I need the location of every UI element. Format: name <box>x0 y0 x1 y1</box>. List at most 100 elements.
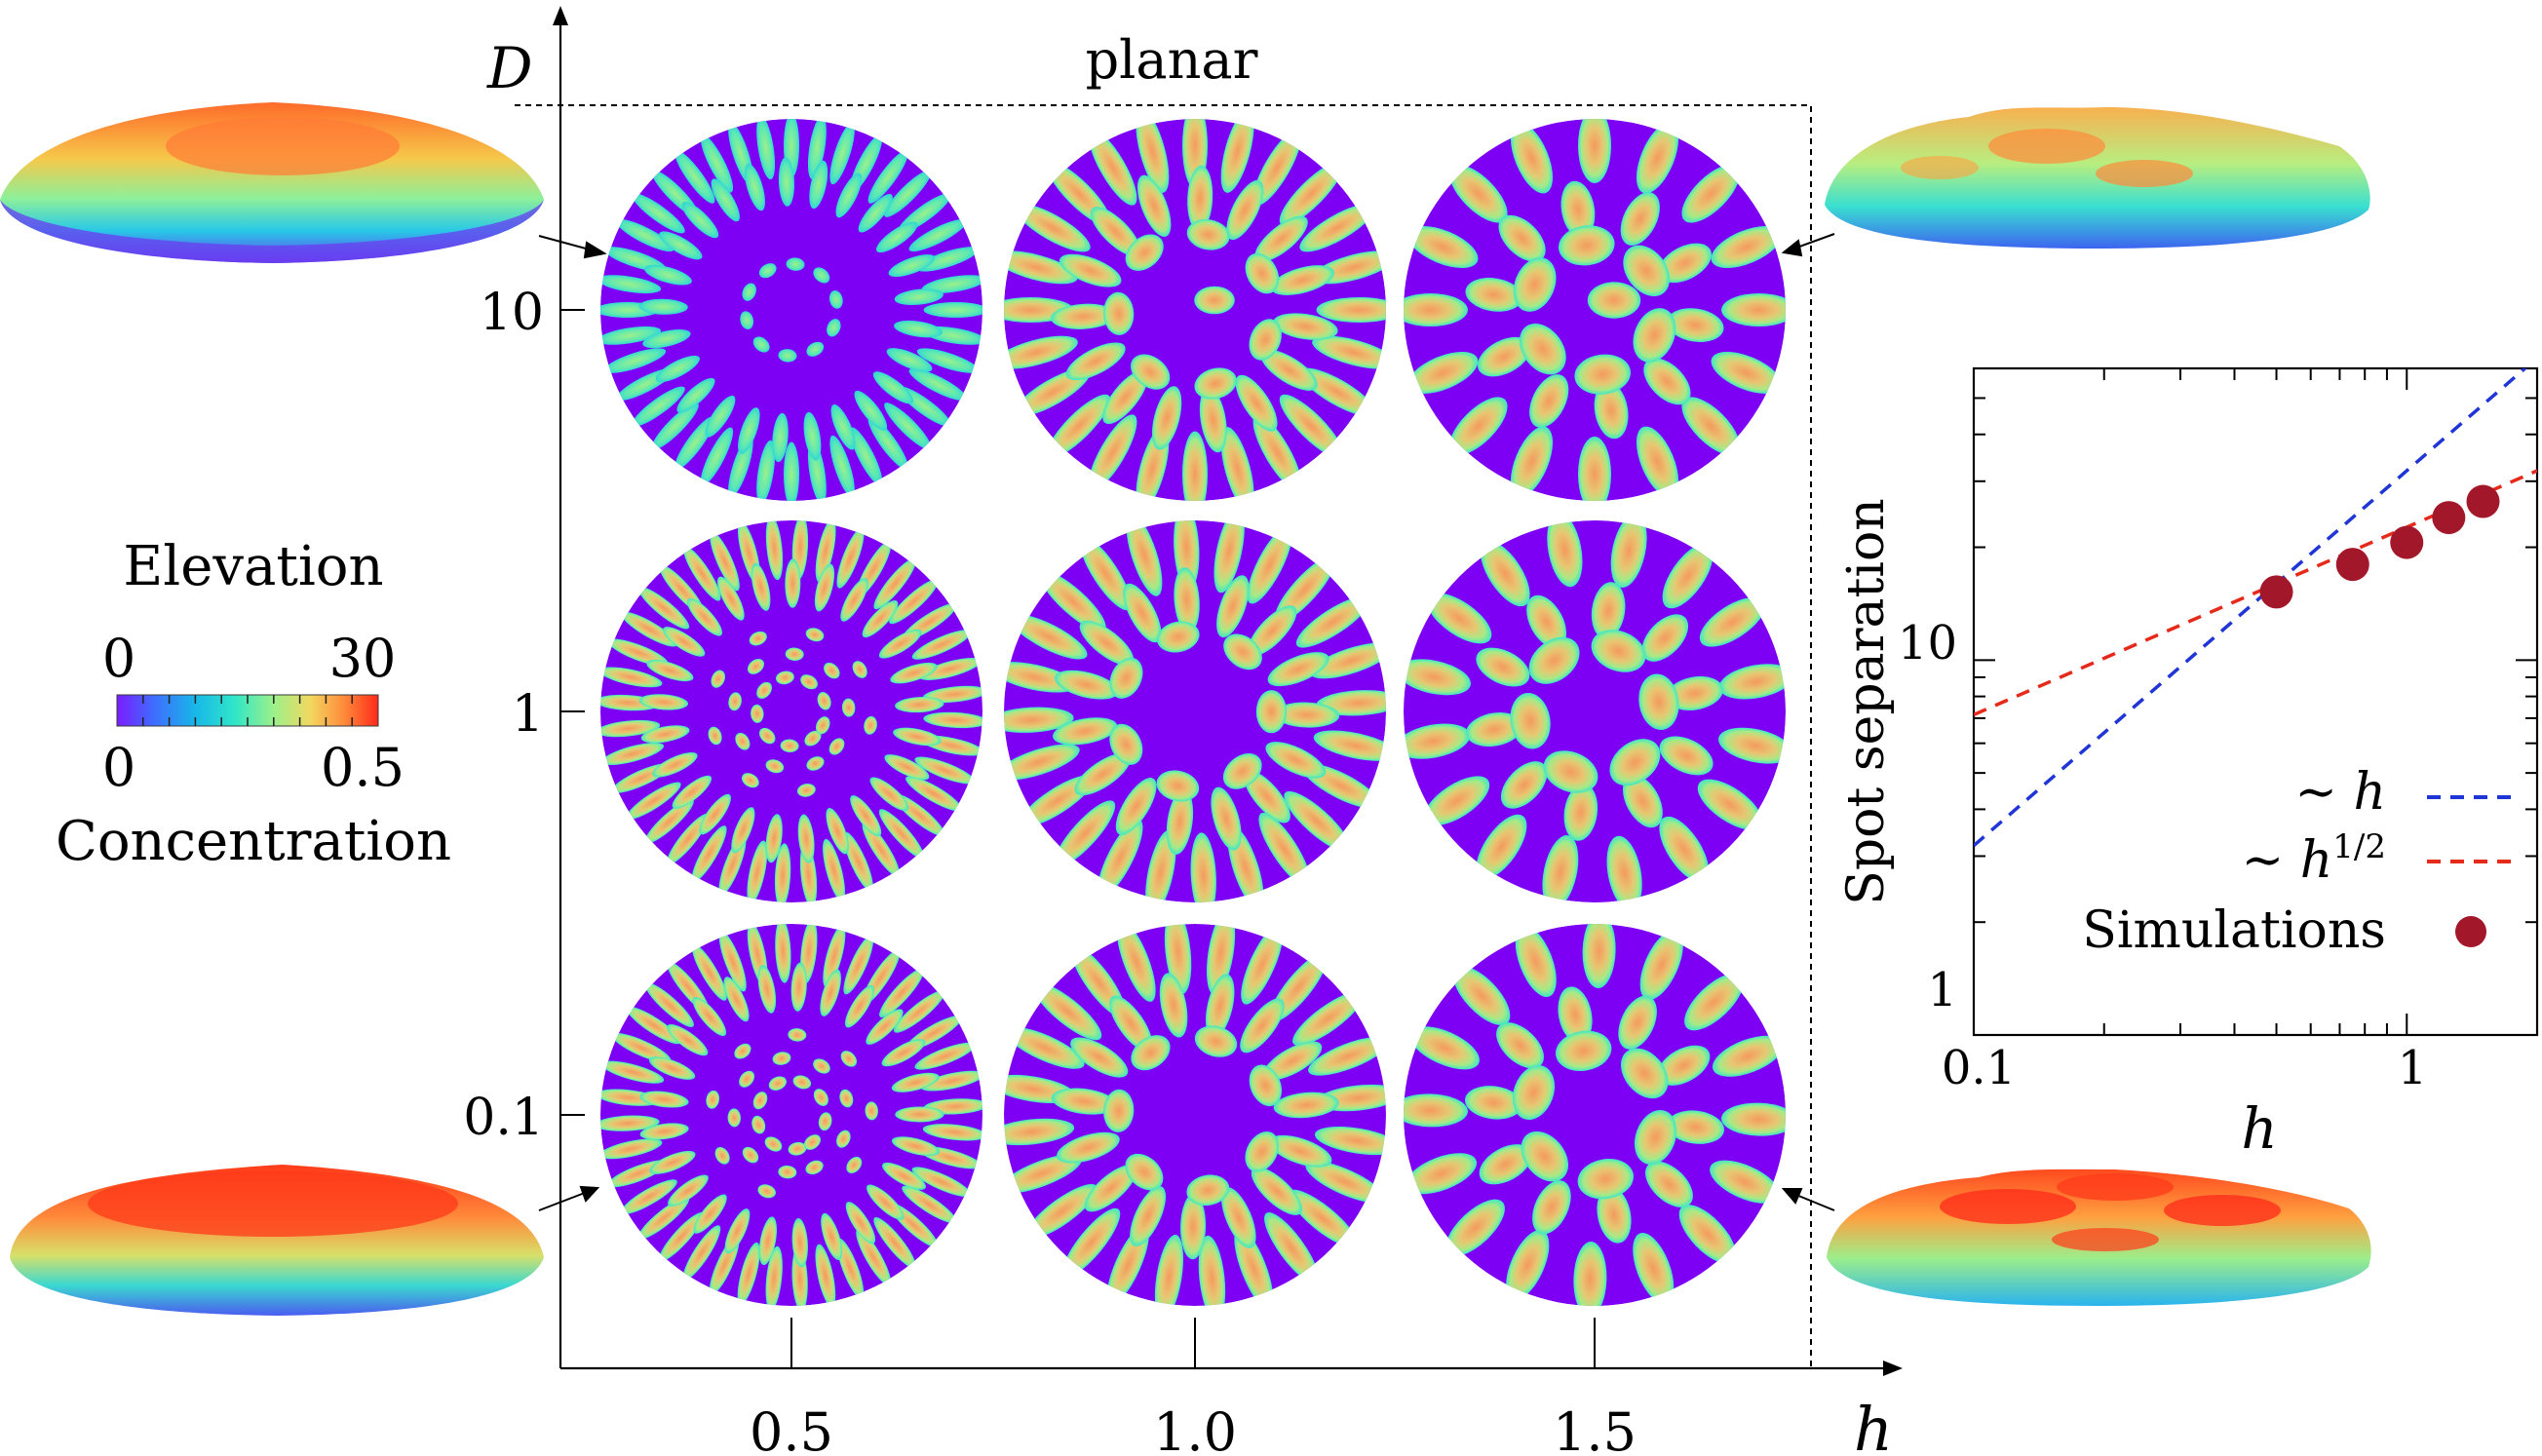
pattern-spot <box>747 840 768 902</box>
pattern-spot <box>1103 291 1135 335</box>
pattern-spot <box>710 531 740 592</box>
pattern-spot <box>1284 790 1351 852</box>
pattern-spot <box>1404 1093 1468 1128</box>
pattern-spot <box>1449 165 1508 223</box>
pattern-spot <box>1244 770 1290 824</box>
pattern-disk <box>600 520 982 902</box>
pattern-spot <box>1164 924 1192 995</box>
pattern-spot <box>676 377 715 413</box>
pattern-spot <box>1015 204 1091 252</box>
pattern-spot <box>1154 1234 1184 1306</box>
pattern-spot <box>1465 278 1522 312</box>
pattern-spot <box>884 402 932 450</box>
pattern-spot <box>1252 130 1301 206</box>
grid-x-ticks <box>790 1318 1596 1368</box>
pattern-spot <box>751 704 764 723</box>
pattern-spot <box>1528 636 1580 684</box>
pattern-spot <box>642 328 691 349</box>
grid-axes <box>515 6 1903 1376</box>
pattern-spot <box>804 730 822 747</box>
legend-label-h: ∼ h <box>2294 763 2386 822</box>
pattern-spot <box>752 336 770 353</box>
colorbar-bottom-max: 0.5 <box>321 737 404 798</box>
pattern-spot <box>823 838 846 901</box>
pattern-spot <box>815 520 836 583</box>
pattern-spot <box>774 843 791 902</box>
pattern-spot <box>1496 1022 1544 1069</box>
grid-y-ticks <box>560 309 585 1116</box>
pattern-spot <box>1074 752 1131 796</box>
pattern-spot <box>765 1245 783 1306</box>
pattern-spot <box>1404 293 1468 326</box>
inset-data-point <box>2432 501 2466 535</box>
pattern-spot <box>854 390 888 431</box>
pattern-spot <box>1643 358 1691 405</box>
pattern-spot <box>1004 335 1078 369</box>
pattern-spot <box>872 371 914 404</box>
pattern-spot <box>1247 526 1292 604</box>
pattern-spot <box>778 1165 797 1179</box>
pattern-spot <box>659 1212 704 1262</box>
pattern-spot <box>806 756 825 771</box>
pattern-spot <box>878 809 924 859</box>
dome-arrows <box>538 233 1835 1211</box>
pattern-spot <box>1194 367 1237 400</box>
pattern-spot <box>829 435 855 497</box>
pattern-spot <box>884 170 932 217</box>
pattern-spot <box>918 657 982 680</box>
pattern-spot <box>1521 1130 1569 1182</box>
pattern-spot <box>1213 520 1245 594</box>
pattern-spot <box>1180 1194 1207 1260</box>
pattern-spot <box>749 631 767 646</box>
pattern-spot <box>1103 1089 1135 1132</box>
inset-data-point <box>2335 548 2369 582</box>
pattern-spot <box>686 597 723 636</box>
pattern-spot <box>1657 1045 1711 1086</box>
pattern-spot <box>895 696 944 713</box>
pattern-spot <box>862 822 900 877</box>
pattern-spot <box>1618 995 1657 1050</box>
pattern-spot <box>752 1092 768 1110</box>
pattern-spot <box>1620 1048 1669 1099</box>
pattern-spot <box>788 1028 807 1042</box>
colorbar-top-title: Elevation <box>123 535 383 598</box>
pattern-spot <box>775 671 794 685</box>
pattern-spot <box>1721 1102 1786 1136</box>
pattern-spot <box>600 1115 660 1131</box>
pattern-spot <box>1159 973 1188 1038</box>
pattern-spot <box>1059 253 1122 287</box>
pattern-spot <box>866 1184 905 1220</box>
pattern-spot <box>1684 973 1744 1031</box>
grid-x-tick-label-0.5: 0.5 <box>750 1401 833 1456</box>
pattern-spot <box>1466 712 1523 747</box>
legend-label-h-half: ∼ h1/2 <box>2242 827 2386 890</box>
pattern-spot <box>1582 924 1616 988</box>
pattern-spot <box>742 283 756 301</box>
pattern-spot <box>674 416 715 470</box>
pattern-spot <box>1563 784 1598 841</box>
pattern-spot <box>768 1076 787 1091</box>
pattern-spot <box>845 1202 876 1245</box>
pattern-spot <box>1273 702 1340 728</box>
pattern-spot <box>600 1138 663 1160</box>
pattern-spot <box>1005 1026 1085 1069</box>
pattern-spot <box>1220 119 1254 193</box>
pattern-spot <box>681 202 719 239</box>
pattern-spot <box>1513 257 1557 312</box>
pattern-spot <box>674 150 715 204</box>
pattern-spot <box>705 395 736 438</box>
pattern-spot <box>1409 1026 1480 1070</box>
pattern-spot <box>1062 1207 1121 1278</box>
pattern-spot <box>742 1146 759 1164</box>
pattern-disk-grid <box>600 119 1786 1306</box>
pattern-spot <box>646 660 694 682</box>
pattern-spot <box>1054 670 1119 700</box>
pattern-spot <box>649 1150 696 1174</box>
pattern-spot <box>714 1146 730 1165</box>
pattern-spot <box>1136 174 1172 237</box>
pattern-spot <box>1145 829 1176 902</box>
pattern-spot <box>1308 1036 1386 1076</box>
pattern-spot <box>1198 1235 1226 1306</box>
pattern-spot <box>737 1242 760 1305</box>
pattern-spot <box>1316 297 1386 323</box>
